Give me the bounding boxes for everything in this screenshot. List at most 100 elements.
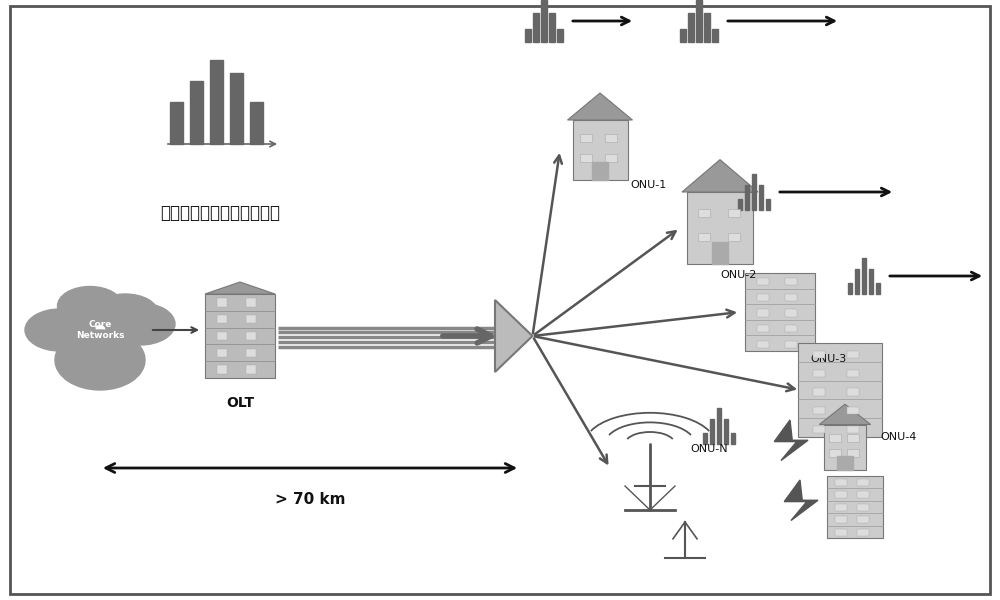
Bar — [847, 426, 859, 433]
Bar — [738, 199, 742, 210]
Bar — [847, 388, 859, 395]
Bar — [862, 258, 866, 294]
Bar — [835, 503, 847, 511]
Ellipse shape — [92, 294, 158, 330]
Bar — [868, 269, 873, 294]
Bar — [170, 102, 183, 144]
Polygon shape — [774, 420, 808, 461]
Bar — [757, 310, 769, 317]
Bar — [752, 174, 756, 210]
Bar — [246, 332, 256, 340]
Bar — [217, 298, 227, 307]
Bar — [857, 479, 869, 486]
Bar — [757, 294, 769, 301]
Bar — [572, 120, 628, 180]
Bar — [696, 0, 702, 42]
Bar — [847, 449, 859, 457]
Bar — [190, 81, 203, 144]
Bar — [757, 278, 769, 286]
Bar — [827, 476, 883, 538]
Ellipse shape — [25, 309, 95, 351]
Bar — [857, 516, 869, 523]
Bar — [745, 273, 815, 351]
Bar — [835, 516, 847, 523]
Text: Core
Networks: Core Networks — [76, 320, 124, 340]
FancyBboxPatch shape — [10, 6, 990, 594]
Bar — [525, 29, 531, 42]
Bar — [698, 209, 710, 217]
Bar — [580, 134, 592, 142]
Ellipse shape — [105, 303, 175, 345]
Bar — [687, 192, 753, 264]
Bar — [759, 185, 763, 210]
Bar — [824, 425, 866, 469]
Bar — [857, 503, 869, 511]
Bar — [854, 269, 859, 294]
Bar — [785, 325, 797, 332]
Bar — [702, 433, 707, 444]
Bar — [813, 388, 825, 395]
Bar — [250, 102, 263, 144]
Bar — [246, 298, 256, 307]
Bar — [210, 60, 223, 144]
Bar — [847, 434, 859, 442]
Bar — [829, 449, 841, 457]
Polygon shape — [495, 300, 532, 372]
Bar — [829, 434, 841, 442]
Bar — [230, 73, 243, 144]
Text: ONU-1: ONU-1 — [630, 180, 666, 190]
Bar — [205, 294, 275, 378]
Bar — [785, 341, 797, 348]
Bar — [580, 154, 592, 161]
Text: ONU-4: ONU-4 — [880, 432, 916, 442]
Bar — [533, 13, 539, 42]
Bar — [785, 310, 797, 317]
Bar — [549, 13, 555, 42]
Polygon shape — [205, 282, 275, 294]
Bar — [716, 408, 721, 444]
Polygon shape — [784, 480, 818, 520]
Bar — [592, 162, 608, 180]
Bar — [813, 407, 825, 415]
Bar — [813, 351, 825, 358]
Bar — [835, 529, 847, 536]
Bar — [813, 370, 825, 377]
Bar — [847, 407, 859, 415]
Bar — [217, 332, 227, 340]
Text: OLT: OLT — [226, 396, 254, 410]
Bar — [757, 325, 769, 332]
Bar — [730, 433, 735, 444]
Ellipse shape — [58, 286, 123, 325]
Polygon shape — [682, 160, 758, 192]
Bar — [744, 185, 749, 210]
Bar — [857, 529, 869, 536]
Bar — [835, 491, 847, 498]
Bar — [728, 233, 740, 241]
Bar — [857, 491, 869, 498]
Bar — [728, 209, 740, 217]
Text: 多频带光正交频分复用频谱: 多频带光正交频分复用频谱 — [160, 204, 280, 222]
Bar — [557, 29, 563, 42]
Bar — [712, 242, 728, 264]
Bar — [246, 349, 256, 357]
Bar — [217, 315, 227, 323]
Bar — [541, 0, 547, 42]
Bar — [605, 134, 617, 142]
Bar — [813, 426, 825, 433]
Bar — [698, 233, 710, 241]
Bar — [876, 283, 880, 294]
Polygon shape — [568, 93, 633, 120]
Bar — [710, 419, 714, 444]
Bar — [847, 370, 859, 377]
Bar — [837, 456, 853, 469]
Bar — [217, 349, 227, 357]
Text: > 70 km: > 70 km — [275, 492, 345, 507]
Text: ONU-2: ONU-2 — [720, 270, 756, 280]
Bar — [785, 278, 797, 286]
Bar — [724, 419, 728, 444]
Text: ONU-3: ONU-3 — [810, 354, 846, 364]
Bar — [712, 29, 718, 42]
Bar — [217, 365, 227, 374]
Bar — [680, 29, 686, 42]
Bar — [785, 294, 797, 301]
